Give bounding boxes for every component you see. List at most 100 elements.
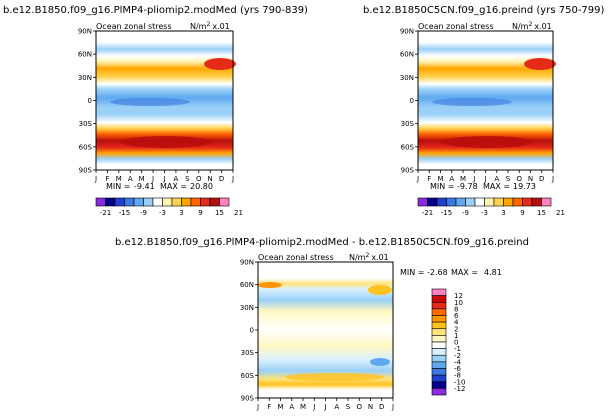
- x-tick-label: J: [231, 175, 234, 183]
- panel-2-subtitle: Ocean zonal stress: [418, 22, 494, 31]
- panel-2-title: b.e12.B1850C5CN.f09_g16.preind (yrs 750-…: [363, 5, 605, 16]
- colorbar-swatch: [431, 374, 447, 383]
- colorbar-swatch: [431, 328, 447, 336]
- x-tick-label: N: [208, 175, 213, 183]
- colorbar-swatch: [200, 197, 211, 207]
- colorbar-label: 3: [501, 209, 505, 217]
- panel-3-min-label: MIN =: [400, 268, 425, 277]
- x-tick-label: J: [323, 403, 326, 411]
- x-tick-label: F: [105, 175, 109, 183]
- x-tick-label: J: [483, 175, 486, 183]
- colorbar-swatch: [431, 361, 447, 369]
- y-tick-label: 0: [88, 97, 92, 105]
- x-tick-label: D: [219, 175, 224, 183]
- x-tick-label: J: [151, 175, 154, 183]
- y-tick-label: 60S: [79, 143, 93, 151]
- x-tick-label: A: [174, 175, 179, 183]
- colorbar-swatch: [465, 197, 476, 207]
- x-tick-label: N: [368, 403, 373, 411]
- colorbar-swatch: [431, 301, 447, 310]
- colorbar-swatch: [431, 288, 447, 296]
- colorbar-label: 15: [537, 209, 546, 217]
- colorbar-swatch: [541, 197, 552, 207]
- x-tick-label: M: [139, 175, 145, 183]
- y-tick-label: 90N: [240, 259, 254, 267]
- colorbar-label: -8: [454, 372, 461, 380]
- x-tick-label: F: [427, 175, 431, 183]
- colorbar-swatch: [209, 197, 220, 207]
- colorbar-swatch: [446, 197, 457, 207]
- colorbar-swatch: [455, 197, 466, 207]
- panel-1-min-value: -9.41: [134, 182, 155, 191]
- colorbar-swatch: [105, 197, 116, 207]
- panel-3-max-label: MAX =: [451, 268, 478, 277]
- x-tick-label: A: [128, 175, 133, 183]
- panel-1-core-tropic: [110, 98, 190, 106]
- colorbar-label: 21: [556, 209, 565, 217]
- colorbar-label: -9: [140, 209, 147, 217]
- colorbar-label: -4: [454, 358, 462, 366]
- x-tick-label: A: [289, 403, 294, 411]
- panel-1-core-north: [204, 58, 236, 70]
- panel-2-max-value: 19.73: [513, 182, 536, 191]
- colorbar-swatch: [190, 197, 201, 207]
- colorbar-label: -6: [454, 365, 462, 373]
- colorbar-label: -3: [481, 209, 488, 217]
- panel-3-core-se: [370, 358, 390, 366]
- panel-1-min-label: MIN =: [106, 182, 131, 191]
- y-tick-label: 30N: [400, 74, 414, 82]
- colorbar-swatch: [484, 197, 495, 207]
- colorbar-label: -3: [159, 209, 166, 217]
- colorbar-label: 0: [454, 339, 458, 347]
- x-tick-label: A: [334, 403, 339, 411]
- y-tick-label: 60S: [241, 372, 255, 380]
- colorbar-swatch: [431, 308, 447, 316]
- y-tick-label: 90N: [400, 28, 414, 36]
- y-tick-label: 0: [410, 97, 414, 105]
- panel-2-max-label: MAX =: [483, 182, 510, 191]
- colorbar-label: 1: [454, 332, 458, 340]
- colorbar-swatch: [431, 315, 447, 323]
- colorbar-label: 12: [454, 292, 463, 300]
- panel-1-core-south: [120, 136, 212, 148]
- colorbar-label: 6: [454, 312, 459, 320]
- panel-2-colorbar: -21 -15 -9 -3 3 9 15 21: [417, 197, 565, 217]
- colorbar-swatch: [143, 197, 154, 207]
- x-tick-label: O: [196, 175, 202, 183]
- panel-1-units: N/m2 x.01: [190, 21, 230, 31]
- colorbar-swatch: [431, 335, 447, 343]
- panel-3-units: N/m2 x.01: [349, 252, 389, 262]
- x-tick-label: D: [379, 403, 384, 411]
- colorbar-swatch: [436, 197, 447, 207]
- panel-3-subtitle: Ocean zonal stress: [258, 253, 334, 262]
- panel-3-core-south: [285, 373, 385, 381]
- colorbar-swatch: [431, 368, 447, 376]
- colorbar-swatch: [431, 354, 447, 363]
- y-tick-label: 30N: [78, 74, 92, 82]
- panel-3-core-nw: [258, 282, 282, 288]
- x-tick-label: M: [277, 403, 283, 411]
- y-tick-label: 60N: [400, 51, 414, 59]
- x-tick-label: O: [516, 175, 522, 183]
- colorbar-swatch: [503, 197, 514, 207]
- x-tick-label: J: [472, 175, 475, 183]
- colorbar-label: -15: [441, 209, 452, 217]
- colorbar-label: 3: [179, 209, 183, 217]
- y-tick-label: 30S: [79, 120, 93, 128]
- panel-1: b.e12.B1850.f09_g16.PlMP4-pliomip2.modMe…: [3, 5, 308, 217]
- colorbar-swatch: [531, 197, 542, 207]
- panel-1-colorbar: -21 -15 -9 -3 3 9 15 21: [95, 197, 243, 217]
- y-tick-label: 30N: [240, 304, 254, 312]
- colorbar-label: -2: [454, 352, 461, 360]
- colorbar-swatch: [431, 348, 447, 356]
- y-tick-label: 60N: [240, 281, 254, 289]
- x-tick-label: S: [346, 403, 351, 411]
- colorbar-swatch: [431, 321, 447, 330]
- y-tick-label: 60N: [78, 51, 92, 59]
- y-tick-label: 90S: [401, 167, 415, 175]
